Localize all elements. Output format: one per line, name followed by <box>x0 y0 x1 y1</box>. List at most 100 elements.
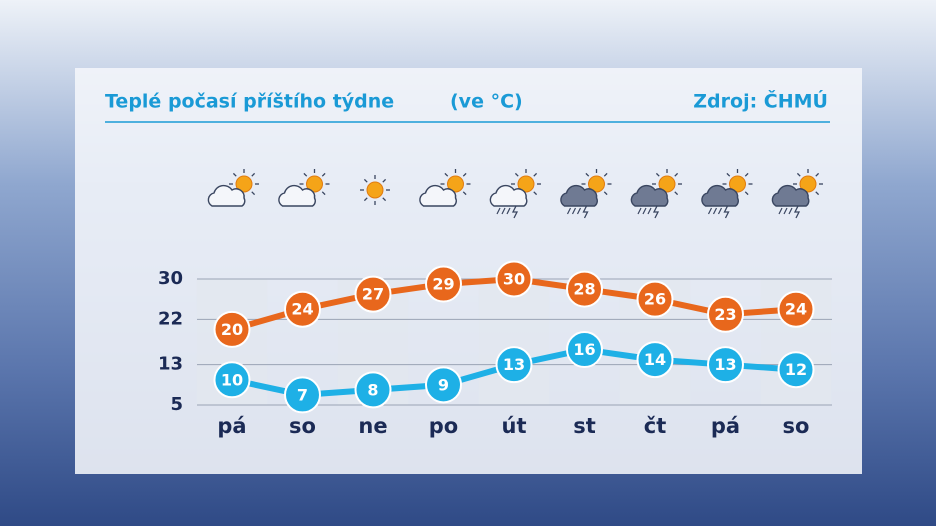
weather-icon <box>630 169 682 219</box>
data-label: 27 <box>362 285 384 304</box>
cloud <box>560 184 598 207</box>
point <box>213 310 251 348</box>
sun <box>799 175 817 193</box>
point <box>495 260 533 298</box>
sun-ray <box>321 172 326 177</box>
rain <box>717 207 723 215</box>
sun-ray <box>655 172 660 177</box>
point <box>284 376 321 414</box>
rain <box>506 207 511 215</box>
sun-ray <box>462 172 467 177</box>
point <box>777 351 815 389</box>
data-label: 28 <box>573 280 595 299</box>
sun <box>658 175 676 193</box>
bolt <box>723 205 730 219</box>
sun-ray <box>382 178 387 183</box>
point <box>354 275 392 313</box>
y-tick-label: 5 <box>170 394 183 415</box>
data-label: 10 <box>221 370 243 389</box>
cloud <box>630 184 669 207</box>
sun-ray <box>444 172 449 177</box>
data-label: 9 <box>438 375 449 394</box>
x-tick-label: čt <box>644 414 667 438</box>
point <box>707 295 744 333</box>
cloud <box>207 184 246 207</box>
sun <box>235 175 253 193</box>
data-label: 7 <box>297 385 308 404</box>
column-band <box>478 279 550 405</box>
point <box>425 366 462 404</box>
sun-ray <box>815 191 820 196</box>
sun-ray <box>744 191 749 196</box>
sun <box>366 181 384 199</box>
sun-ray <box>744 172 749 177</box>
chart-title: Teplé počasí příštího týdne <box>105 91 394 113</box>
sun-ray <box>815 172 820 177</box>
sun-ray <box>321 191 326 196</box>
sun <box>306 175 323 193</box>
sun-ray <box>462 191 467 196</box>
rain <box>637 207 642 215</box>
data-label: 16 <box>573 340 595 359</box>
point <box>566 331 603 369</box>
data-label: 8 <box>367 380 378 399</box>
sun-ray <box>363 197 368 202</box>
data-label: 20 <box>221 320 243 339</box>
data-label: 29 <box>432 275 454 294</box>
weather-icon <box>419 169 471 207</box>
bolt <box>793 205 801 219</box>
sun-ray <box>603 172 608 177</box>
cloud <box>701 184 739 207</box>
x-tick-label: út <box>502 414 527 438</box>
bolt <box>511 205 519 219</box>
x-tick-label: so <box>289 414 316 438</box>
sun-ray <box>674 191 679 196</box>
sun-ray <box>533 191 538 196</box>
rain <box>576 207 582 215</box>
x-tick-label: po <box>429 414 458 438</box>
y-tick-label: 13 <box>158 354 183 375</box>
data-label: 14 <box>644 350 666 369</box>
sun-ray <box>382 197 387 202</box>
cloud <box>419 184 457 207</box>
point <box>777 290 815 328</box>
rain <box>778 207 783 215</box>
x-tick-label: pá <box>217 414 246 438</box>
rain <box>566 207 572 215</box>
bolt <box>652 205 660 219</box>
sun-ray <box>303 172 308 177</box>
data-label: 26 <box>644 290 666 309</box>
sun-ray <box>585 172 590 177</box>
weather-icon <box>560 169 612 219</box>
sun <box>517 175 535 193</box>
point <box>213 361 251 399</box>
sun-ray <box>363 178 368 183</box>
rain <box>647 207 652 215</box>
data-label: 13 <box>714 355 736 374</box>
rain <box>707 207 713 215</box>
x-tick-label: ne <box>358 414 387 438</box>
y-tick-label: 30 <box>158 268 183 289</box>
weather-icon <box>360 175 390 205</box>
y-tick-label: 22 <box>158 308 183 329</box>
point <box>707 346 744 384</box>
sun-ray <box>251 172 256 177</box>
sun-ray <box>251 191 256 196</box>
data-label: 12 <box>785 360 807 379</box>
rain <box>571 207 577 215</box>
rain <box>712 207 718 215</box>
weather-icon <box>278 169 330 207</box>
point <box>636 341 674 379</box>
weather-icon <box>489 169 541 219</box>
point <box>354 371 392 409</box>
sun <box>729 175 746 193</box>
weather-icon <box>771 169 823 219</box>
chart-subtitle: (ve °C) <box>450 91 523 113</box>
source: Zdroj: ČHMÚ <box>693 89 828 113</box>
x-tick-label: pá <box>711 414 740 438</box>
sun-ray <box>533 172 538 177</box>
panel <box>75 68 862 474</box>
sun-ray <box>726 172 731 177</box>
